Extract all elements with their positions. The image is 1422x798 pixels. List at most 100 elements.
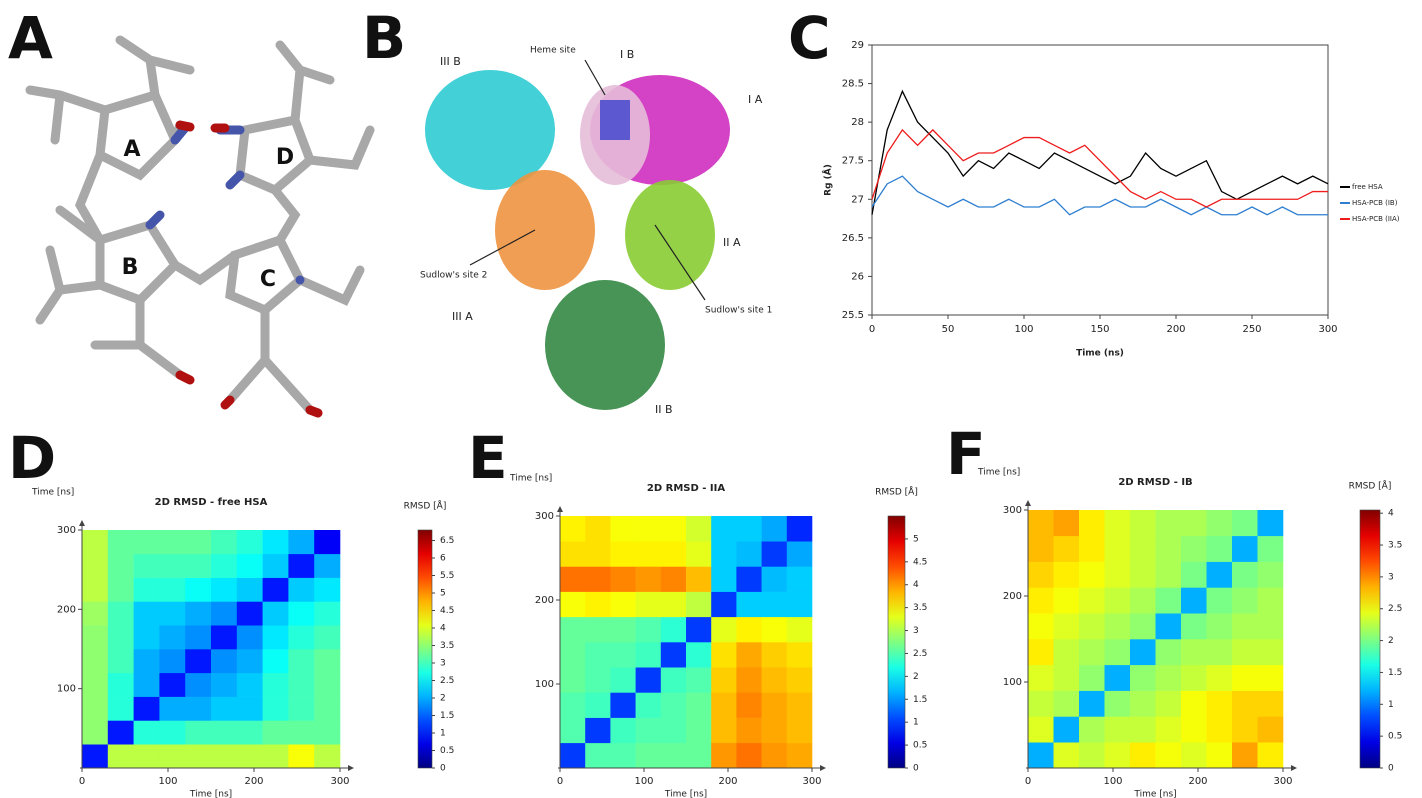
x-tick-label: 200: [1188, 776, 1207, 787]
heatmap-cell: [1206, 587, 1233, 614]
heatmap-cell: [262, 696, 289, 721]
ring-label: B: [122, 255, 139, 280]
heatmap-cell: [211, 744, 238, 769]
panel-label: F: [946, 420, 986, 488]
pointer: [469, 59, 706, 301]
colorbar: [1359, 509, 1381, 769]
chart-title: 2D RMSD - free HSA: [155, 497, 268, 508]
y-tick-label: 200: [1003, 591, 1022, 602]
heatmap-cell: [1028, 535, 1054, 562]
panel-a: A A B C D: [8, 4, 375, 418]
heatmap-cell: [159, 720, 186, 745]
heatmap-cell: [1181, 535, 1207, 562]
domain-iiia: [495, 170, 595, 290]
heatmap-cell: [786, 516, 813, 542]
heatmap-cell: [686, 717, 712, 744]
heatmap-cell: [288, 744, 315, 769]
pyrrole-ring: [95, 219, 181, 306]
heatmap-cell: [686, 692, 712, 718]
heatmap-cell: [236, 601, 263, 626]
heatmap-cell: [635, 642, 662, 668]
x-tick-label: 100: [158, 776, 177, 787]
heatmap-cell: [211, 672, 238, 697]
heatmap-cell: [1104, 639, 1131, 666]
heatmap-cell: [686, 516, 712, 542]
heatmap-cell: [1155, 639, 1182, 666]
heatmap-cell: [236, 530, 263, 555]
annotation: Sudlow's site 2: [420, 271, 487, 281]
heatmap-cell: [686, 591, 712, 618]
heatmap-cell: [288, 696, 315, 721]
heatmap-cell: [236, 672, 263, 697]
heatmap-cell: [185, 530, 212, 555]
heatmap-cell: [1104, 510, 1131, 537]
heatmap-cell: [1155, 587, 1182, 614]
heatmap-cell: [262, 720, 289, 745]
annotation: II A: [723, 236, 741, 249]
heatmap-cell: [1104, 742, 1131, 769]
heatmap-cell: [82, 577, 109, 602]
heatmap-cell: [1257, 639, 1284, 666]
annotation: III B: [440, 55, 461, 68]
heatmap-cell: [82, 720, 109, 745]
colorbar-tick-label: 5: [440, 589, 446, 599]
heatmap-cell: [1053, 561, 1080, 588]
heatmap-cell: [288, 601, 315, 626]
heatmap-cell: [1053, 639, 1080, 666]
pyrrole-ring: [225, 234, 306, 316]
heatmap-cell: [82, 553, 109, 578]
heatmap-cell: [1028, 716, 1054, 743]
colorbar-tick-label: 1.5: [913, 695, 927, 705]
heatmap-cell: [1079, 613, 1105, 640]
heatmap-cell: [1206, 561, 1233, 588]
heatmap-cell: [288, 530, 315, 555]
y-tick-label: 100: [1003, 677, 1022, 688]
heatmap-cell: [1206, 510, 1233, 537]
heatmap-cell: [610, 591, 636, 618]
heatmap-cell: [660, 541, 687, 567]
colorbar-tick-label: 2.5: [913, 649, 927, 659]
panel-label: D: [8, 424, 56, 492]
heatmap-cell: [1079, 716, 1105, 743]
heatmap-cell: [1130, 664, 1156, 691]
heatmap-cell: [786, 541, 813, 567]
heatmap-cell: [314, 530, 341, 555]
heatmap-cell: [107, 672, 134, 697]
heatmap-cell: [1206, 639, 1233, 666]
heatmap-cell: [1257, 664, 1284, 691]
heatmap-cell: [761, 516, 788, 542]
heatmap-cell: [82, 530, 109, 555]
heatmap-cell: [1181, 664, 1207, 691]
y-axis-label: Rg (Å): [823, 164, 834, 196]
heatmap-cell: [1181, 613, 1207, 640]
bonds: [25, 35, 375, 415]
heatmap-cell: [1232, 510, 1258, 537]
heatmap-cell: [236, 696, 263, 721]
x-tick-label: 100: [634, 776, 653, 787]
pyrrole-ring: [95, 89, 181, 181]
heatmap-cell: [1053, 664, 1080, 691]
x-tick-label: 0: [79, 776, 85, 787]
heatmap-cell: [1206, 613, 1233, 640]
heatmap-cell: [211, 649, 238, 674]
heatmap-cell: [736, 591, 762, 618]
heatmap-cell: [262, 601, 289, 626]
heatmap-cell: [560, 541, 586, 567]
heatmap-cell: [1104, 664, 1131, 691]
heatmap-cell: [635, 742, 662, 769]
heatmap-cell: [1257, 587, 1284, 614]
colorbar-tick-label: 3.5: [913, 603, 927, 613]
series-line: [871, 175, 1328, 216]
heatmap-cell: [711, 642, 737, 668]
heatmap-cell: [185, 649, 212, 674]
heatmap-cell: [262, 530, 289, 555]
heatmap-cell: [736, 616, 762, 643]
plot-frame: [871, 44, 1329, 316]
heatmap-cell: [159, 553, 186, 578]
heatmap-cell: [660, 667, 687, 693]
heatmap-cell: [560, 717, 586, 744]
heatmap-cell: [1257, 561, 1284, 588]
heatmap-cell: [1028, 561, 1054, 588]
heatmap-cell: [185, 625, 212, 650]
heatmap-cell: [560, 591, 586, 618]
